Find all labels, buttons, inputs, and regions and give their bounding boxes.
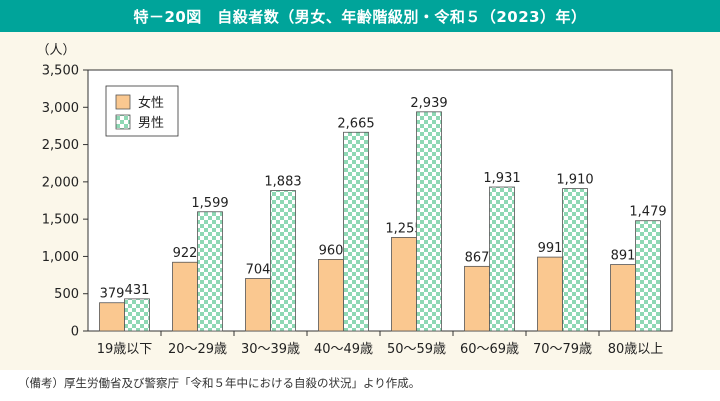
bar-male (343, 131, 369, 332)
y-tick-label: 3,000 (42, 101, 79, 116)
bar-male (416, 111, 442, 332)
data-label-female: 379 (100, 287, 125, 302)
data-label-female: 991 (538, 241, 563, 256)
data-label-female: 960 (319, 243, 344, 258)
legend-label-male: 男性 (138, 116, 164, 131)
legend-swatch-female (115, 94, 131, 110)
data-label-male: 1,479 (629, 205, 666, 220)
bar-male (489, 186, 515, 332)
x-tick-label: 50～59歳 (387, 342, 446, 357)
chart-title-bar: 特－20図 自殺者数（男女、年齢階級別・令和５（2023）年） (0, 0, 720, 32)
legend-swatch-male (115, 114, 131, 130)
x-tick-label: 80歳以上 (608, 342, 664, 357)
data-label-female: 704 (246, 263, 271, 278)
bar-female (391, 237, 417, 332)
y-tick-label: 1,000 (42, 250, 79, 265)
legend-label-female: 女性 (138, 95, 164, 111)
data-label-male: 431 (125, 283, 150, 298)
data-label-female: 922 (173, 246, 198, 261)
data-label-female: 891 (611, 249, 636, 264)
bar-male (562, 188, 588, 332)
data-label-male: 2,939 (410, 96, 447, 111)
y-tick-label: 2,500 (42, 138, 79, 153)
data-label-male: 1,931 (483, 171, 520, 186)
y-tick-label: 2,000 (42, 175, 79, 190)
bar-male (124, 298, 150, 332)
data-label-male: 1,883 (264, 175, 301, 190)
data-label-male: 1,599 (191, 196, 228, 211)
bar-male (270, 190, 296, 332)
x-tick-label: 60～69歳 (460, 342, 519, 357)
footnote: （備考）厚生労働省及び警察庁「令和５年中における自殺の状況」より作成。 (18, 376, 421, 390)
bar-female (537, 256, 563, 332)
y-tick-label: 500 (54, 287, 79, 302)
x-tick-label: 40～49歳 (314, 342, 373, 357)
chart-title: 特－20図 自殺者数（男女、年齢階級別・令和５（2023）年） (133, 7, 587, 26)
bar-female (99, 302, 125, 332)
y-tick-label: 0 (71, 325, 79, 340)
bar-female (464, 265, 490, 332)
data-label-male: 2,665 (337, 116, 374, 131)
x-tick-label: 30～39歳 (241, 342, 300, 357)
bar-female (318, 259, 344, 332)
bar-male (635, 220, 661, 332)
bar-female (172, 261, 198, 332)
data-label-female: 1,255 (385, 221, 422, 236)
bar-female (245, 278, 271, 332)
x-tick-label: 19歳以下 (97, 342, 153, 357)
y-tick-label: 3,500 (42, 64, 79, 79)
data-label-male: 1,910 (556, 173, 593, 188)
y-unit-label: （人） (36, 43, 75, 58)
x-tick-label: 70～79歳 (533, 342, 592, 357)
bar-female (610, 264, 636, 332)
y-tick-label: 1,500 (42, 213, 79, 228)
data-label-female: 867 (465, 250, 490, 265)
bar-chart: 0 500 1,000 1,500 2,000 2,500 3,000 3,500 （人） 379… (36, 43, 673, 357)
x-tick-label: 20～29歳 (168, 342, 227, 357)
bar-male (197, 211, 223, 332)
